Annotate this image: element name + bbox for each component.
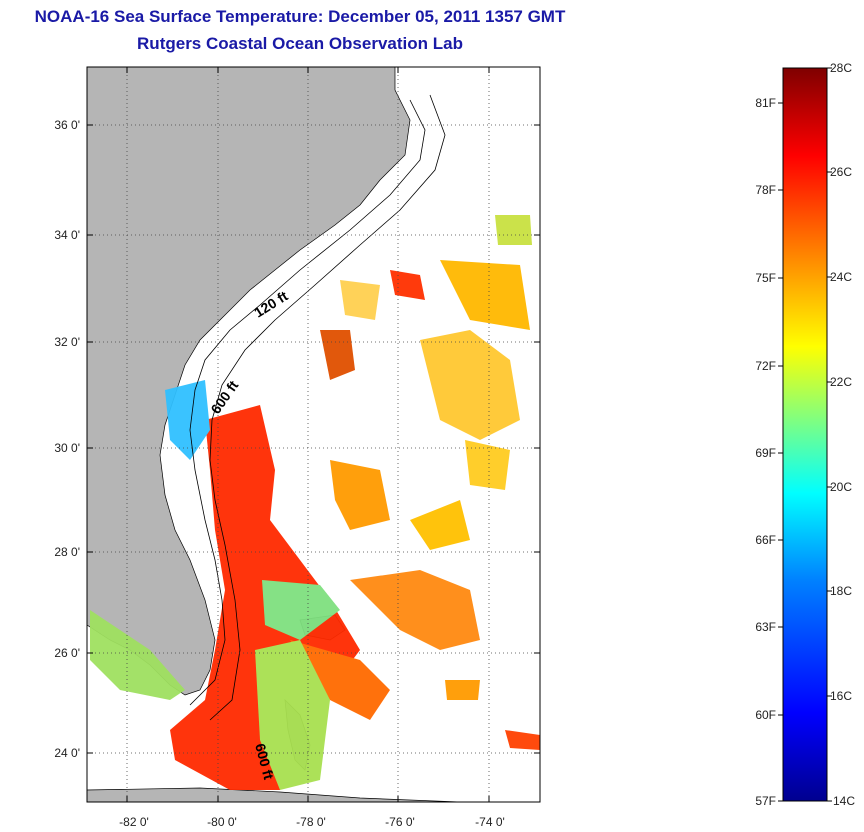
lat-label: 30 0' (54, 441, 80, 455)
colorbar-label-f: 66F (755, 533, 776, 547)
colorbar-label-c: 28C (830, 61, 853, 75)
contour-600ft (209, 94, 446, 721)
colorbar-label-f: 81F (755, 96, 776, 110)
colorbar (782, 67, 828, 802)
land-cuba (87, 787, 461, 802)
contour-120ft (189, 99, 426, 706)
colorbar-label-f: 60F (755, 708, 776, 722)
lat-label: 24 0' (54, 746, 80, 760)
lat-label: 28 0' (54, 545, 80, 559)
lon-label: -78 0' (296, 815, 326, 829)
map-title: NOAA-16 Sea Surface Temperature: Decembe… (34, 7, 566, 26)
sst-patches (90, 215, 540, 790)
colorbar-label-f: 69F (755, 446, 776, 460)
colorbar-label-f: 57F (755, 794, 776, 808)
lon-label: -82 0' (119, 815, 149, 829)
colorbar-label-c: 24C (830, 270, 853, 284)
lat-label: 36 0' (54, 118, 80, 132)
lat-label: 34 0' (54, 228, 80, 242)
contour-label: 120 ft (251, 287, 291, 320)
colorbar-label-f: 63F (755, 620, 776, 634)
colorbar-label-c: 18C (830, 584, 853, 598)
lat-label: 32 0' (54, 335, 80, 349)
colorbar-label-c: 14C (833, 794, 856, 808)
graticule (87, 67, 540, 802)
contour-label: 600 ft (207, 377, 241, 416)
map-subtitle: Rutgers Coastal Ocean Observation Lab (137, 34, 463, 53)
lon-label: -76 0' (385, 815, 415, 829)
lat-label: 26 0' (54, 646, 80, 660)
colorbar-label-f: 78F (755, 183, 776, 197)
lon-label: -74 0' (475, 815, 505, 829)
colorbar-label-f: 75F (755, 271, 776, 285)
lon-label: -80 0' (207, 815, 237, 829)
colorbar-label-f: 72F (755, 359, 776, 373)
colorbar-label-c: 20C (830, 480, 853, 494)
colorbar-label-c: 26C (830, 165, 853, 179)
map-frame (86, 66, 541, 803)
colorbar-label-c: 16C (830, 689, 853, 703)
colorbar-label-c: 22C (830, 375, 853, 389)
